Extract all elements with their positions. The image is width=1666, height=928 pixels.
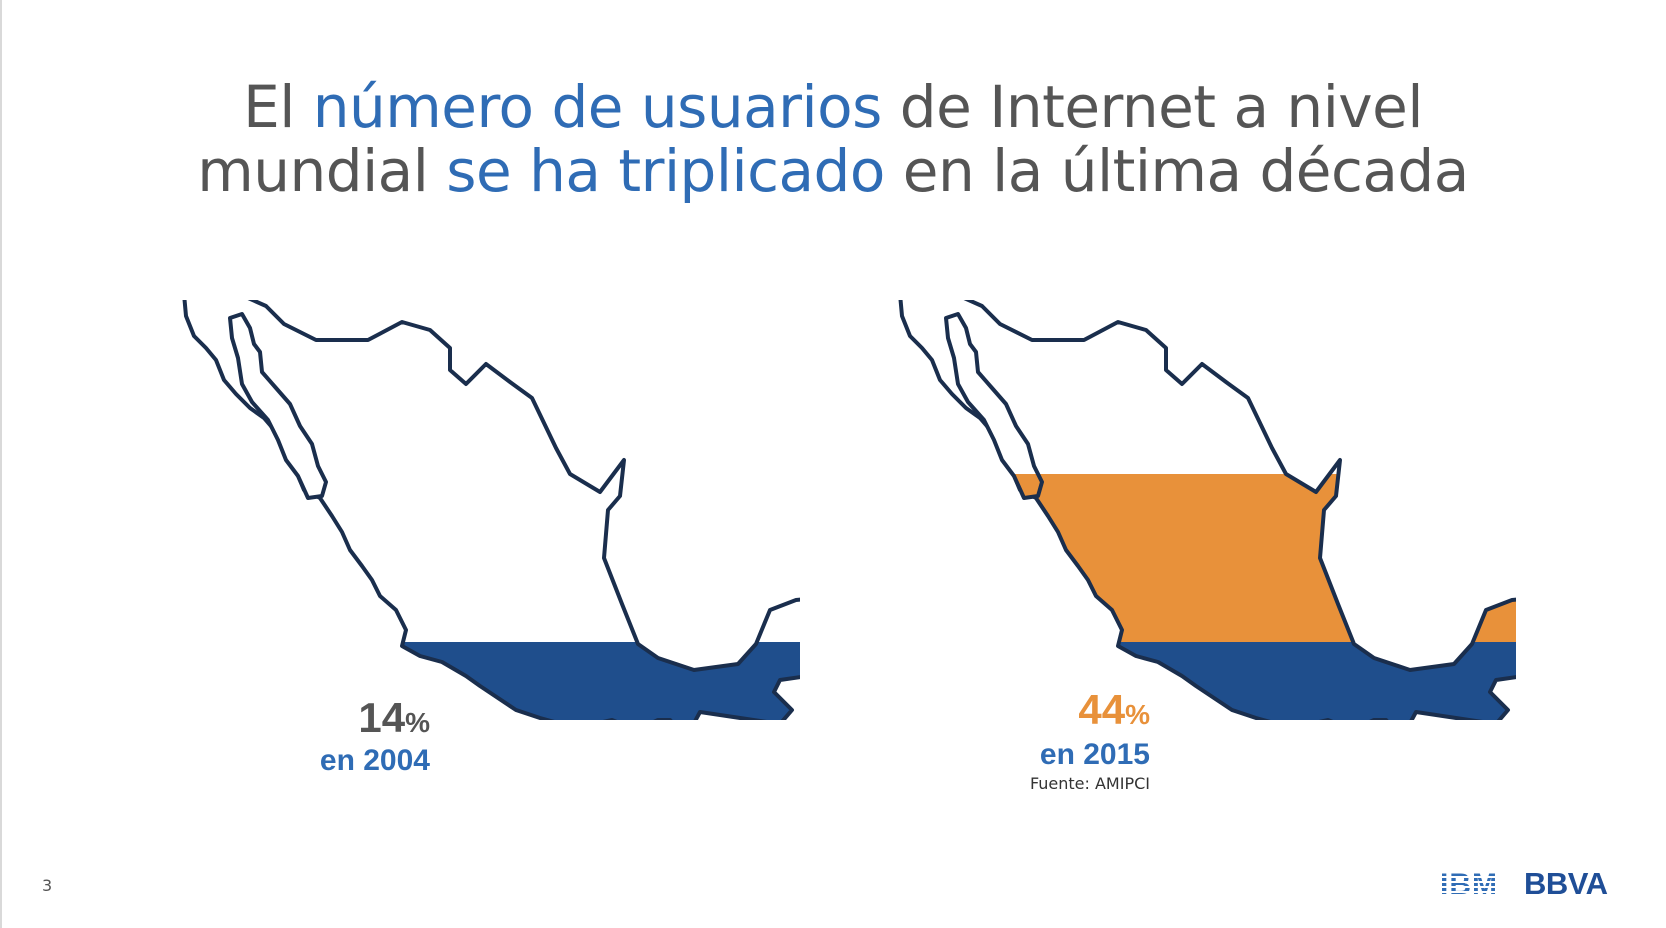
- mexico-map-2004: [182, 300, 800, 720]
- year-2015: en 2015: [1039, 738, 1150, 771]
- title-line-1: El número de usuarios de Internet a nive…: [0, 75, 1666, 139]
- value-2015: 44%: [1010, 688, 1150, 737]
- title-highlight: se ha triplicado: [446, 136, 885, 205]
- map-2004-fill: [184, 642, 800, 720]
- title-segment: en la última década: [884, 136, 1469, 205]
- title-segment: mundial: [197, 136, 447, 205]
- title-segment: El: [243, 72, 313, 141]
- page-number: 3: [42, 876, 53, 895]
- value-2015-number: 44: [1078, 686, 1126, 733]
- value-2004: 14%: [290, 696, 430, 745]
- title-line-2: mundial se ha triplicado en la última dé…: [0, 139, 1666, 203]
- baja-california-outline: [228, 312, 328, 500]
- ibm-logo: IBM: [1440, 868, 1498, 901]
- slide-edge: [0, 0, 2, 928]
- map-2015-base-fill: [900, 642, 1516, 720]
- title-highlight: número de usuarios: [312, 72, 883, 141]
- source-note: Fuente: AMIPCI: [1029, 774, 1150, 793]
- slide-title: El número de usuarios de Internet a nive…: [0, 75, 1666, 203]
- value-2015-unit: %: [1125, 699, 1150, 730]
- map-2015-fill: [900, 474, 1516, 642]
- year-2004: en 2004: [319, 744, 430, 777]
- bbva-logo: BBVA: [1524, 866, 1608, 901]
- title-segment: de Internet a nivel: [881, 72, 1424, 141]
- value-2004-unit: %: [405, 707, 430, 738]
- mexico-map-2015: [898, 300, 1516, 720]
- value-2004-number: 14: [358, 694, 406, 741]
